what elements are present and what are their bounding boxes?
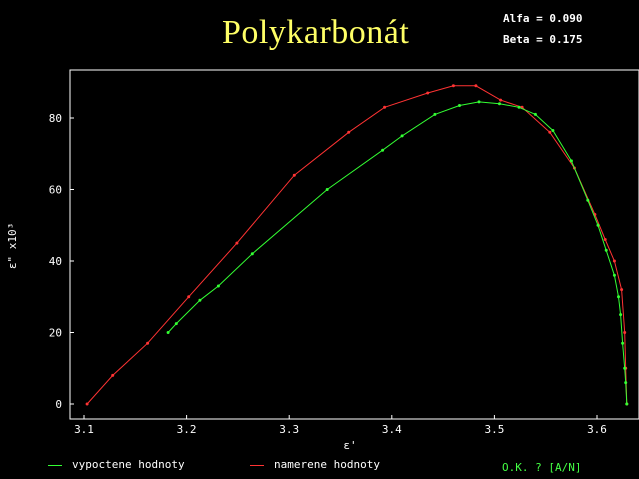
y-axis-label: ε" x10³ [6, 223, 19, 269]
series-line-measured [86, 85, 628, 405]
x-tick-label: 3.2 [177, 423, 197, 436]
legend-item-calculated: vypoctene hodnoty [48, 458, 185, 471]
data-point-calculated [569, 159, 573, 163]
legend-label-measured: namerene hodnoty [274, 458, 380, 471]
y-tick-label: 40 [49, 255, 62, 268]
data-point-calculated [166, 331, 170, 334]
plot-frame [69, 69, 639, 420]
data-point-calculated [617, 295, 620, 299]
data-point-measured [426, 91, 430, 95]
legend-label-calculated: vypoctene hodnoty [72, 458, 185, 471]
data-point-measured [603, 238, 607, 241]
data-point-calculated [596, 223, 600, 227]
data-point-measured [548, 130, 552, 134]
data-point-calculated [250, 252, 254, 256]
chart-title: Polykarbonát [222, 14, 410, 51]
data-point-calculated [533, 112, 537, 116]
data-point-calculated [458, 104, 461, 107]
legend-item-measured: namerene hodnoty [250, 458, 380, 471]
data-point-measured [612, 259, 616, 263]
data-point-measured [623, 331, 627, 334]
data-point-calculated [198, 298, 202, 302]
data-point-calculated [174, 322, 178, 326]
data-point-measured [187, 295, 191, 299]
data-point-calculated [216, 284, 220, 288]
axis-ticks: 3.1 3.2 3.3 3.4 3.5 3.6 0 20 40 60 80 [49, 112, 607, 436]
data-point-calculated [623, 366, 627, 370]
data-point-measured [235, 241, 239, 245]
data-point-measured [620, 288, 624, 292]
data-point-calculated [604, 248, 608, 252]
data-point-calculated [612, 273, 616, 277]
data-point-calculated [624, 381, 628, 385]
x-tick-label: 3.1 [74, 423, 94, 436]
data-point-measured [111, 373, 115, 377]
data-point-calculated [551, 129, 555, 132]
legend-swatch-measured [250, 464, 264, 466]
data-point-calculated [433, 112, 437, 116]
data-point-calculated [477, 100, 481, 104]
data-series [85, 84, 629, 406]
series-line-calculated [167, 101, 628, 405]
alfa-parameter: Alfa = 0.090 [503, 12, 583, 25]
x-tick-label: 3.6 [587, 423, 607, 436]
data-point-measured [146, 341, 150, 345]
y-tick-label: 80 [49, 112, 62, 125]
y-tick-label: 60 [49, 184, 62, 197]
x-tick-label: 3.3 [279, 423, 299, 436]
data-point-measured [383, 105, 387, 109]
data-point-calculated [381, 148, 385, 152]
data-point-measured [85, 402, 89, 406]
legend-swatch-calculated [48, 464, 62, 466]
data-point-measured [292, 173, 296, 177]
data-point-calculated [517, 105, 521, 109]
data-point-calculated [400, 134, 404, 138]
data-point-calculated [498, 102, 501, 106]
data-point-calculated [619, 313, 623, 317]
data-point-measured [474, 84, 478, 88]
x-axis-label: ε' [343, 439, 356, 452]
y-tick-label: 20 [49, 327, 62, 340]
confirm-prompt: O.K. ? [A/N] [502, 461, 582, 474]
x-tick-label: 3.4 [382, 423, 402, 436]
data-point-measured [451, 84, 455, 88]
data-point-calculated [325, 188, 329, 191]
data-point-measured [347, 130, 351, 134]
beta-parameter: Beta = 0.175 [503, 33, 583, 46]
y-tick-label: 0 [55, 398, 62, 411]
data-point-calculated [621, 341, 625, 345]
x-tick-label: 3.5 [484, 423, 504, 436]
data-point-measured [499, 98, 503, 102]
data-point-calculated [586, 198, 590, 202]
data-point-calculated [625, 402, 629, 406]
